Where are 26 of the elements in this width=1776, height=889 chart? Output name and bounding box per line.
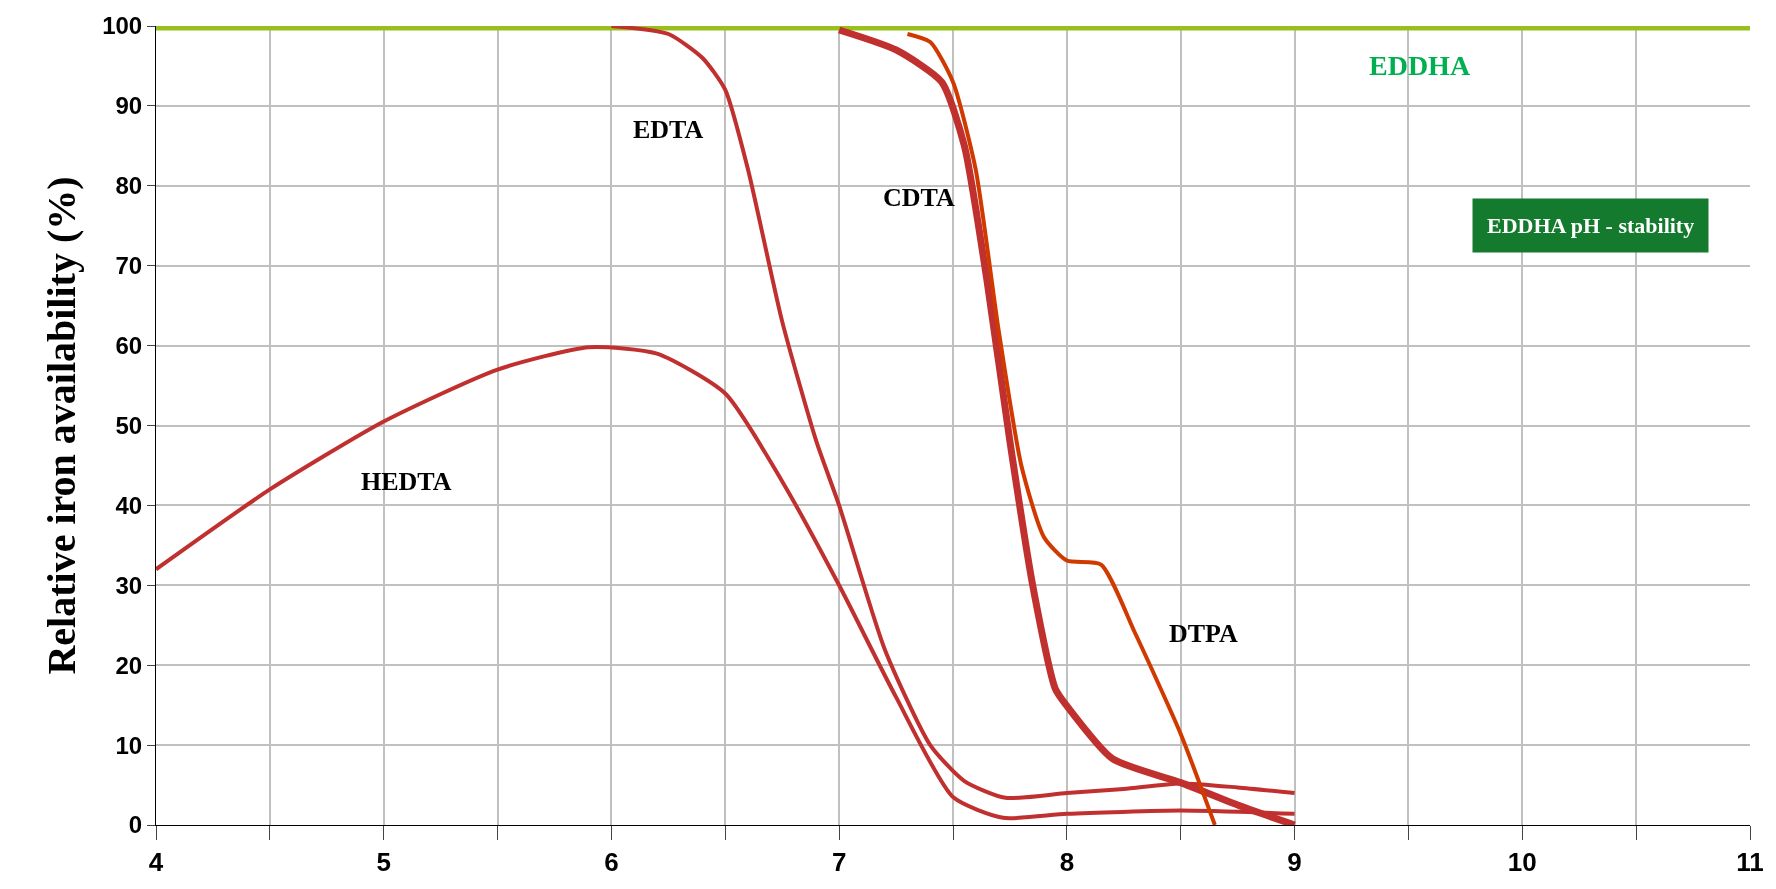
y-tick-label: 90: [115, 92, 143, 120]
x-tick-label: 5: [376, 847, 391, 878]
y-tick-label: 0: [128, 811, 143, 839]
y-axis-title: Relative iron availability (%): [38, 176, 84, 675]
series-label: EDTA: [633, 115, 704, 144]
y-tick-label: 70: [115, 252, 143, 280]
x-tick-label: 10: [1507, 847, 1537, 878]
y-tick-label: 20: [115, 651, 143, 679]
y-tick-label: 80: [115, 172, 143, 200]
x-tick-label: 9: [1287, 847, 1302, 878]
y-tick-label: 10: [115, 731, 143, 759]
y-tick-label: 100: [102, 12, 143, 40]
y-tick-label: 40: [115, 491, 143, 519]
series-label: CDTA: [883, 183, 955, 212]
y-tick-label: 50: [115, 411, 143, 439]
series-label: DTPA: [1169, 619, 1239, 648]
x-tick-label: 7: [831, 847, 847, 878]
x-tick-label: 6: [604, 847, 619, 878]
y-tick-label: 30: [115, 571, 143, 599]
annotation: EDDHA pH - stability: [1487, 213, 1695, 238]
series-label: EDDHA: [1369, 50, 1471, 81]
series-label: HEDTA: [361, 467, 452, 496]
y-tick-label: 60: [115, 332, 143, 359]
x-tick-label: 11: [1736, 847, 1764, 878]
x-tick-label: 8: [1059, 847, 1075, 878]
x-tick-label: 4: [148, 847, 164, 878]
